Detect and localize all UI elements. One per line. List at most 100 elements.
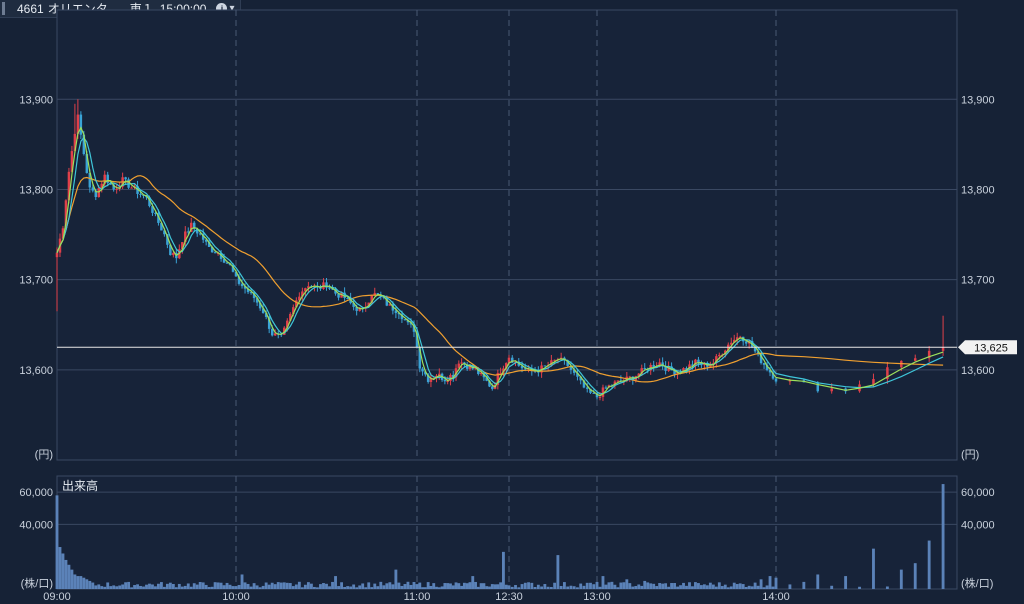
volume-bar <box>655 586 659 589</box>
candle-body <box>595 392 599 398</box>
volume-bar <box>679 585 682 589</box>
candle-body <box>543 365 547 367</box>
candle-body <box>765 364 769 371</box>
candle-body <box>744 341 748 344</box>
candle-body <box>589 388 592 393</box>
volume-bar <box>499 582 503 589</box>
volume-bar <box>802 581 806 589</box>
candle-body <box>85 154 89 173</box>
volume-bar <box>553 582 557 589</box>
candle-body <box>670 366 673 371</box>
volume-bar <box>426 582 430 589</box>
volume-bar <box>328 586 331 589</box>
price-panel <box>56 9 958 461</box>
candle-body <box>738 336 742 338</box>
candle-body <box>412 324 416 332</box>
candle-body <box>886 367 889 379</box>
candle-body <box>270 328 274 336</box>
volume-bar <box>872 548 875 589</box>
candle-body <box>325 282 328 288</box>
price-axis-label-right: 13,600 <box>961 365 995 377</box>
candle-body <box>198 233 202 235</box>
candle-body <box>872 378 875 385</box>
volume-bar <box>592 584 596 589</box>
volume-bar <box>364 587 368 589</box>
volume-bar <box>549 587 553 589</box>
candle-body <box>394 310 398 314</box>
volume-bar <box>702 584 706 589</box>
candle-body <box>709 364 712 367</box>
volume-bar <box>376 586 380 589</box>
candle-body <box>154 212 157 214</box>
candle-body <box>598 396 602 398</box>
volume-bar <box>195 584 199 589</box>
candle-body <box>576 372 579 377</box>
candle-body <box>927 350 931 359</box>
candle-body <box>691 364 694 366</box>
candle-body <box>507 357 511 364</box>
volume-bar <box>97 584 101 589</box>
volume-bar <box>688 582 691 589</box>
candle-body <box>222 258 226 263</box>
volume-bar <box>423 587 427 589</box>
volume-bar <box>288 583 292 589</box>
volume-bar <box>303 584 307 589</box>
volume-bar <box>556 555 560 589</box>
candle-body <box>465 364 469 369</box>
moving-average-long-line <box>56 175 944 383</box>
drag-handle-icon[interactable] <box>2 2 5 15</box>
volume-bar <box>858 586 861 589</box>
volume-bar <box>267 584 271 589</box>
price-axis-label-left: 13,700 <box>19 275 53 287</box>
volume-bar <box>744 587 748 589</box>
candle-body <box>460 362 463 364</box>
candle-body <box>343 292 346 298</box>
candle-body <box>289 313 292 321</box>
candle-body <box>816 382 820 392</box>
candle-body <box>604 387 608 389</box>
candle-body <box>295 300 298 308</box>
candle-body <box>130 187 133 189</box>
volume-bar <box>171 583 175 589</box>
volume-bar <box>309 583 313 589</box>
candle-body <box>403 319 407 321</box>
candle-body <box>443 379 447 382</box>
candle-body <box>913 358 917 361</box>
candle-body <box>139 193 142 195</box>
volume-bar <box>610 581 614 589</box>
candle-body <box>195 228 199 234</box>
candle-body <box>637 373 641 377</box>
candle-body <box>184 231 187 243</box>
candle-body <box>112 184 115 190</box>
volume-bar <box>646 582 650 589</box>
moving-average-mid-line <box>56 136 944 395</box>
candle-body <box>667 366 670 371</box>
volume-bar <box>58 547 62 589</box>
volume-bar <box>373 583 377 589</box>
candle-body <box>774 378 778 382</box>
volume-bar <box>735 584 739 589</box>
volume-bar <box>130 587 134 589</box>
volume-bar <box>261 585 265 589</box>
candle-body <box>553 359 556 361</box>
candle-body <box>204 239 208 242</box>
volume-bar <box>358 585 362 589</box>
candle-body <box>385 298 389 306</box>
volume-bar <box>625 579 629 589</box>
volume-bar <box>496 584 500 589</box>
info-menu-button[interactable]: i ▾ <box>216 3 234 14</box>
volume-bar <box>941 484 945 589</box>
volume-bar <box>774 577 778 589</box>
volume-bar <box>237 584 241 589</box>
stock-code: 4661 <box>17 1 44 16</box>
volume-bar <box>412 582 416 589</box>
candle-body <box>187 231 190 233</box>
volume-bar <box>482 583 486 589</box>
candle-body <box>334 289 337 294</box>
volume-bar <box>279 582 283 589</box>
volume-bar <box>225 582 229 589</box>
volume-bar <box>676 586 679 589</box>
candle-body <box>409 322 413 325</box>
volume-bar <box>546 586 550 589</box>
